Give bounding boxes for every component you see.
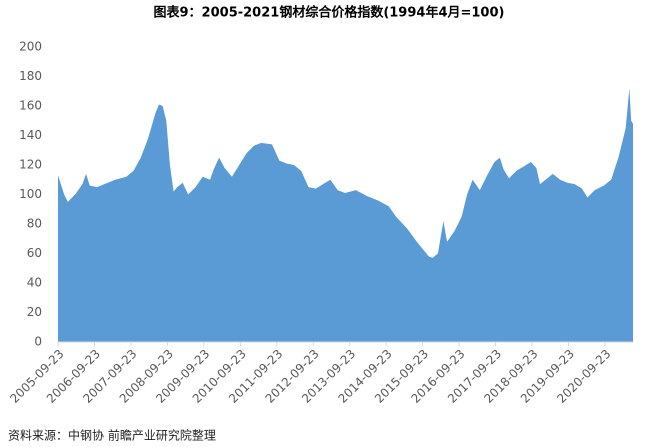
source-note: 资料来源：中钢协 前瞻产业研究院整理 [8, 428, 216, 443]
y-tick-label: 0 [34, 335, 42, 349]
y-tick-label: 140 [19, 128, 42, 142]
y-tick-label: 20 [27, 305, 42, 319]
y-tick-label: 100 [19, 187, 42, 201]
y-tick-label: 160 [19, 99, 42, 113]
area [58, 88, 633, 342]
y-tick-label: 60 [27, 246, 42, 260]
y-tick-label: 40 [27, 276, 42, 290]
chart-title: 图表9：2005-2021钢材综合价格指数(1994年4月=100) [154, 5, 505, 21]
y-tick-label: 200 [19, 40, 42, 54]
y-tick-label: 120 [19, 158, 42, 172]
y-tick-label: 180 [19, 69, 42, 83]
y-tick-label: 80 [27, 217, 42, 231]
